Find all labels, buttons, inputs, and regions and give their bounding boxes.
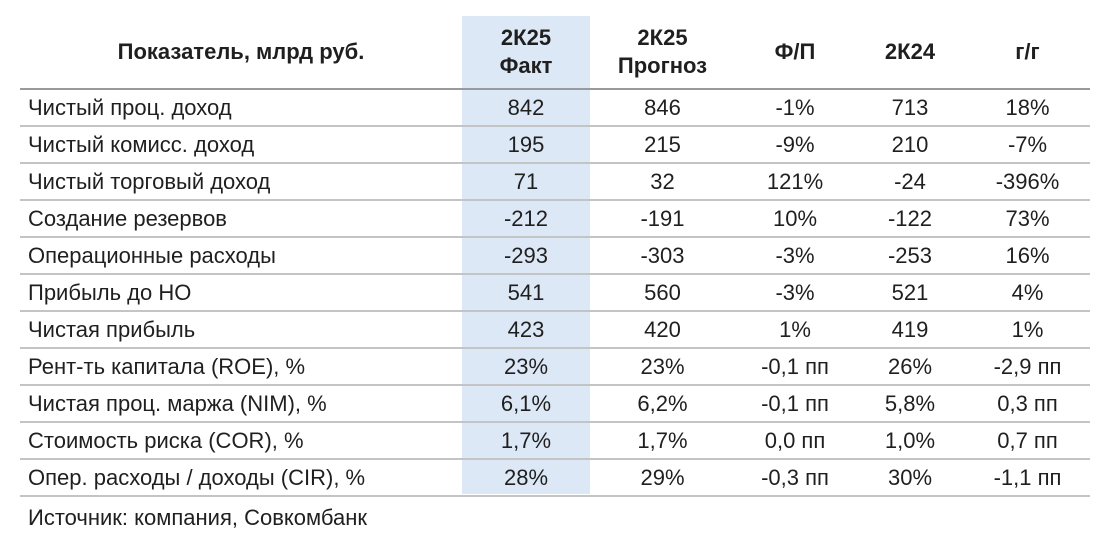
- table-body: Чистый проц. доход 842 846 -1% 713 18% Чистый …: [20, 89, 1090, 497]
- source-note: Источник: компания, Совкомбанк: [28, 505, 368, 530]
- cell-forecast: 215: [590, 126, 735, 164]
- cell-forecast: 420: [590, 311, 735, 349]
- cell-fact-vs-forecast: 10%: [735, 200, 855, 238]
- cell-fact: 6,1%: [462, 385, 590, 423]
- cell-fact-vs-forecast: -0,1 пп: [735, 348, 855, 386]
- header-indicator: Показатель, млрд руб.: [20, 16, 462, 90]
- table-row: Чистый проц. доход 842 846 -1% 713 18%: [20, 89, 1090, 127]
- cell-fact-vs-forecast: -1%: [735, 89, 855, 127]
- row-label: Чистый торговый доход: [20, 163, 462, 201]
- cell-yoy: 1%: [965, 311, 1090, 349]
- cell-fact-vs-forecast: 0,0 пп: [735, 422, 855, 460]
- row-label: Чистая проц. маржа (NIM), %: [20, 385, 462, 423]
- row-label: Чистая прибыль: [20, 311, 462, 349]
- cell-fact: 423: [462, 311, 590, 349]
- cell-yoy: 16%: [965, 237, 1090, 275]
- header-yoy: г/г: [965, 16, 1090, 90]
- cell-yoy: 4%: [965, 274, 1090, 312]
- row-label: Чистый комисс. доход: [20, 126, 462, 164]
- table-row: Чистая проц. маржа (NIM), % 6,1% 6,2% -0,1 …: [20, 385, 1090, 423]
- financial-table-container: Показатель, млрд руб. 2К25 Факт 2К25 Про…: [20, 16, 1090, 497]
- cell-prev-year: 1,0%: [855, 422, 965, 460]
- cell-yoy: -7%: [965, 126, 1090, 164]
- table-row: Операционные расходы -293 -303 -3% -253 16%: [20, 237, 1090, 275]
- table-row: Чистая прибыль 423 420 1% 419 1%: [20, 311, 1090, 349]
- cell-fact: 195: [462, 126, 590, 164]
- cell-fact-vs-forecast: 1%: [735, 311, 855, 349]
- financial-results-table: Показатель, млрд руб. 2К25 Факт 2К25 Про…: [20, 16, 1090, 497]
- cell-fact-vs-forecast: -3%: [735, 274, 855, 312]
- cell-forecast: 846: [590, 89, 735, 127]
- cell-prev-year: 30%: [855, 459, 965, 497]
- cell-yoy: -396%: [965, 163, 1090, 201]
- row-label: Рент-ть капитала (ROE), %: [20, 348, 462, 386]
- cell-prev-year: 419: [855, 311, 965, 349]
- cell-prev-year: -122: [855, 200, 965, 238]
- cell-fact-vs-forecast: -0,3 пп: [735, 459, 855, 497]
- cell-fact: 842: [462, 89, 590, 127]
- row-label: Прибыль до НО: [20, 274, 462, 312]
- table-row: Рент-ть капитала (ROE), % 23% 23% -0,1 пп 26…: [20, 348, 1090, 386]
- cell-fact: -212: [462, 200, 590, 238]
- cell-fact-vs-forecast: -0,1 пп: [735, 385, 855, 423]
- cell-fact: 23%: [462, 348, 590, 386]
- cell-forecast: 29%: [590, 459, 735, 497]
- cell-fact: -293: [462, 237, 590, 275]
- cell-yoy: 18%: [965, 89, 1090, 127]
- cell-prev-year: 26%: [855, 348, 965, 386]
- cell-prev-year: -253: [855, 237, 965, 275]
- row-label: Создание резервов: [20, 200, 462, 238]
- cell-yoy: 0,3 пп: [965, 385, 1090, 423]
- cell-yoy: -2,9 пп: [965, 348, 1090, 386]
- cell-yoy: 73%: [965, 200, 1090, 238]
- cell-fact: 541: [462, 274, 590, 312]
- cell-yoy: -1,1 пп: [965, 459, 1090, 497]
- header-prev-year: 2К24: [855, 16, 965, 90]
- table-header: Показатель, млрд руб. 2К25 Факт 2К25 Про…: [20, 16, 1090, 90]
- row-label: Опер. расходы / доходы (CIR), %: [20, 459, 462, 497]
- header-fact: 2К25 Факт: [462, 16, 590, 90]
- header-forecast-label: Прогноз: [617, 53, 708, 78]
- cell-forecast: 23%: [590, 348, 735, 386]
- table-row: Прибыль до НО 541 560 -3% 521 4%: [20, 274, 1090, 312]
- cell-forecast: 6,2%: [590, 385, 735, 423]
- header-row: Показатель, млрд руб. 2К25 Факт 2К25 Про…: [20, 16, 1090, 90]
- table-row: Создание резервов -212 -191 10% -122 73%: [20, 200, 1090, 238]
- table-row: Чистый комисс. доход 195 215 -9% 210 -7%: [20, 126, 1090, 164]
- table-row: Опер. расходы / доходы (CIR), % 28% 29% -0,…: [20, 459, 1090, 497]
- cell-forecast: 1,7%: [590, 422, 735, 460]
- cell-fact: 1,7%: [462, 422, 590, 460]
- header-fact-period: 2К25: [500, 25, 552, 50]
- cell-prev-year: 713: [855, 89, 965, 127]
- cell-forecast: -303: [590, 237, 735, 275]
- row-label: Чистый проц. доход: [20, 89, 462, 127]
- table-row: Чистый торговый доход 71 32 121% -24 -396%: [20, 163, 1090, 201]
- header-forecast-period: 2К25: [637, 25, 688, 50]
- cell-forecast: 560: [590, 274, 735, 312]
- cell-prev-year: 210: [855, 126, 965, 164]
- cell-prev-year: 5,8%: [855, 385, 965, 423]
- cell-prev-year: 521: [855, 274, 965, 312]
- cell-fact: 28%: [462, 459, 590, 497]
- header-fact-label: Факт: [499, 53, 553, 78]
- cell-fact-vs-forecast: 121%: [735, 163, 855, 201]
- cell-forecast: 32: [590, 163, 735, 201]
- table-row: Стоимость риска (COR), % 1,7% 1,7% 0,0 пп 1,…: [20, 422, 1090, 460]
- header-forecast: 2К25 Прогноз: [590, 16, 735, 90]
- cell-forecast: -191: [590, 200, 735, 238]
- cell-fact-vs-forecast: -9%: [735, 126, 855, 164]
- cell-fact: 71: [462, 163, 590, 201]
- header-fact-vs-forecast: Ф/П: [735, 16, 855, 90]
- row-label: Стоимость риска (COR), %: [20, 422, 462, 460]
- cell-yoy: 0,7 пп: [965, 422, 1090, 460]
- cell-prev-year: -24: [855, 163, 965, 201]
- cell-fact-vs-forecast: -3%: [735, 237, 855, 275]
- row-label: Операционные расходы: [20, 237, 462, 275]
